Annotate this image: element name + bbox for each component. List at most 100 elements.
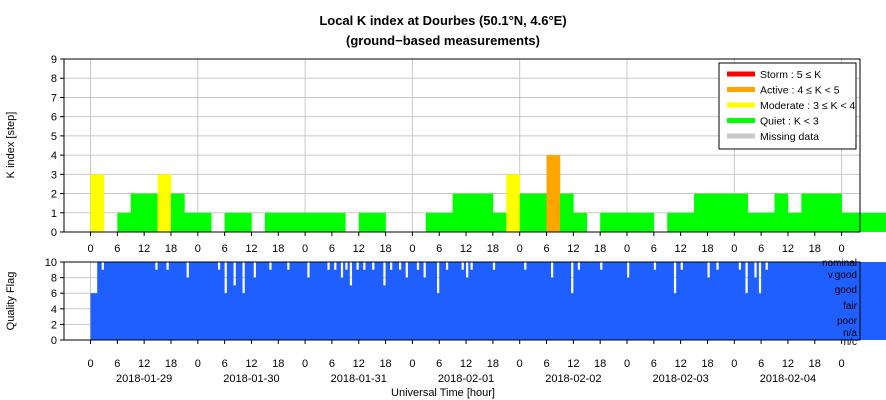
q-x-tick-label: 6 <box>436 358 442 370</box>
k-index-bar <box>264 212 279 232</box>
k-index-bar <box>184 212 199 232</box>
date-label: 2018-01-31 <box>331 373 387 385</box>
k-x-tick-label: 0 <box>517 243 523 255</box>
k-index-bar <box>130 193 145 232</box>
k-index-bar <box>600 212 614 232</box>
k-index-bar <box>358 212 373 232</box>
k-x-tick-label: 18 <box>272 243 284 255</box>
k-x-tick-label: 0 <box>409 243 415 255</box>
k-index-bar <box>774 193 789 232</box>
k-index-bar <box>640 212 655 232</box>
k-x-tick-label: 18 <box>165 243 177 255</box>
date-labels: 2018-01-29 2018-01-30 2018-01-31 2018-02-01… <box>116 373 816 385</box>
quality-fill <box>90 262 886 340</box>
k-y-tick-label: 8 <box>51 73 57 85</box>
k-index-bars <box>90 155 886 232</box>
k-x-tick-label: 0 <box>195 243 201 255</box>
chart-title: Local K index at Dourbes (50.1°N, 4.6°E) <box>319 13 566 28</box>
k-x-tick-label: 0 <box>731 243 737 255</box>
k-index-bar <box>694 193 708 232</box>
k-index-bar <box>720 193 735 232</box>
date-label: 2018-02-03 <box>653 373 709 385</box>
k-index-bar <box>170 193 185 232</box>
date-label: 2018-02-01 <box>438 373 494 385</box>
quality-level-label: v.good <box>828 270 857 281</box>
k-index-bar <box>667 212 681 232</box>
k-index-y-label: K index [step] <box>5 112 17 179</box>
k-index-bar <box>787 212 802 232</box>
k-index-bar <box>305 212 319 232</box>
k-x-tick-label: 12 <box>460 243 472 255</box>
k-x-tick-label: 6 <box>651 243 657 255</box>
q-y-tick-label: 8 <box>51 273 57 285</box>
k-index-bar <box>881 212 886 232</box>
k-y-tick-label: 6 <box>51 112 57 124</box>
k-index-bar <box>224 212 239 232</box>
k-x-tick-label: 12 <box>567 243 579 255</box>
k-index-bar <box>90 174 105 232</box>
date-label: 2018-01-29 <box>116 373 172 385</box>
k-index-bar <box>197 212 212 232</box>
k-index-bar <box>627 212 641 232</box>
k-index-plot-frame <box>63 58 861 233</box>
k-index-bar <box>828 193 842 232</box>
k-index-bar <box>707 193 722 232</box>
q-y-tick-label: 10 <box>45 257 57 269</box>
k-index-bar <box>479 193 494 232</box>
q-x-tick-label: 18 <box>809 358 821 370</box>
date-label: 2018-02-02 <box>545 373 601 385</box>
x-axis-label: Universal Time [hour] <box>391 387 495 399</box>
k-index-bar <box>559 193 574 232</box>
k-index-bar <box>157 174 172 232</box>
legend-label: Moderate : 3 ≤ K < 4 <box>760 100 856 112</box>
k-index-bar <box>318 212 333 232</box>
k-x-tick-label: 6 <box>329 243 335 255</box>
q-x-tick-label: 18 <box>272 358 284 370</box>
date-label: 2018-02-04 <box>760 373 816 385</box>
k-x-tick-label: 18 <box>594 243 606 255</box>
q-y-tick-label: 4 <box>51 304 57 316</box>
q-x-tick-label: 18 <box>379 358 391 370</box>
quality-area <box>90 262 886 340</box>
q-x-tick-label: 18 <box>487 358 499 370</box>
q-x-tick-label: 12 <box>245 358 257 370</box>
k-x-tick-label: 18 <box>701 243 713 255</box>
k-x-tick-label: 6 <box>114 243 120 255</box>
k-index-bar <box>613 212 628 232</box>
q-x-tick-label: 12 <box>138 358 150 370</box>
quality-plot-frame <box>63 261 861 341</box>
q-x-tick-label: 12 <box>782 358 794 370</box>
q-x-tick-label: 6 <box>114 358 120 370</box>
q-x-tick-label: 12 <box>567 358 579 370</box>
k-y-tick-label: 3 <box>51 169 57 181</box>
k-x-tick-label: 0 <box>87 243 93 255</box>
k-x-tick-label: 6 <box>758 243 764 255</box>
chart-subtitle: (ground−based measurements) <box>346 33 540 48</box>
k-index-bar <box>291 212 306 232</box>
k-x-tick-label: 6 <box>436 243 442 255</box>
k-x-tick-label: 12 <box>353 243 365 255</box>
k-index-bar <box>425 212 440 232</box>
k-index-bar <box>801 193 816 232</box>
date-label: 2018-01-30 <box>223 373 279 385</box>
k-x-tick-label: 6 <box>543 243 549 255</box>
k-index-bar <box>734 193 749 232</box>
quality-level-label: poor <box>837 316 858 327</box>
q-x-tick-label: 0 <box>87 358 93 370</box>
q-x-tick-label: 0 <box>839 358 845 370</box>
k-index-bar <box>761 212 775 232</box>
k-x-tick-label: 0 <box>624 243 630 255</box>
k-index-bar <box>573 212 588 232</box>
k-index-bar <box>506 174 520 232</box>
q-x-tick-label: 18 <box>594 358 606 370</box>
k-x-tick-label: 12 <box>782 243 794 255</box>
k-x-tick-label: 12 <box>675 243 687 255</box>
k-x-tick-label: 18 <box>487 243 499 255</box>
quality-level-label: fair <box>843 301 858 312</box>
quality-y-label: Quality Flag <box>5 272 17 331</box>
k-index-bar <box>439 212 453 232</box>
k-index-bar <box>868 212 883 232</box>
k-index-x-ticks: 0 6 12 18 0 6 12 18 0 6 12 18 0 6 12 18 0 6 12 18 0 6 12 18 0 6 12… <box>87 232 845 255</box>
k-index-bar <box>466 193 480 232</box>
